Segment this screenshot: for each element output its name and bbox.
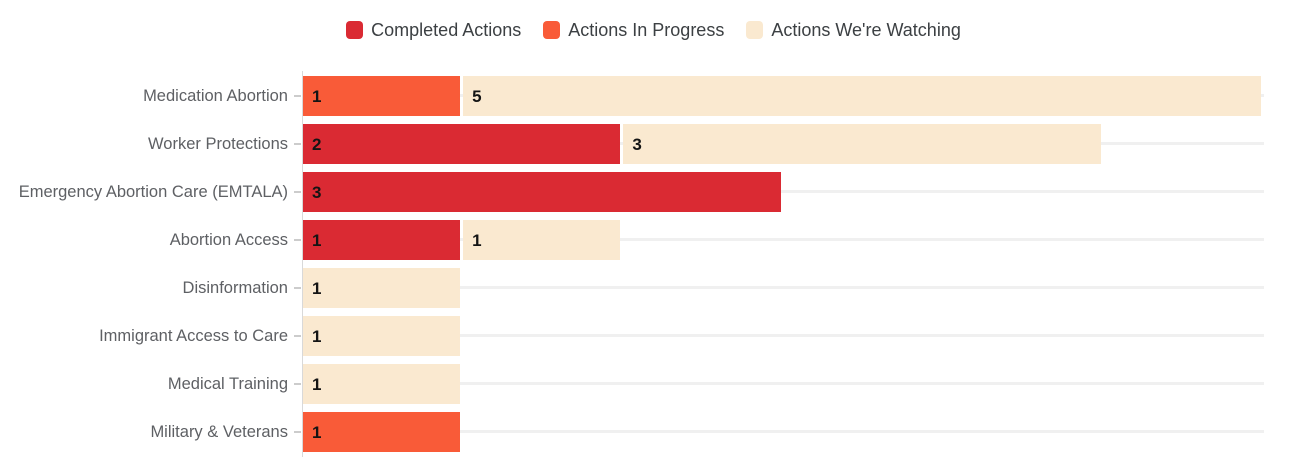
chart-row-disinformation: Disinformation 1 bbox=[0, 264, 1307, 312]
gridline bbox=[303, 334, 1264, 337]
bar-value-label: 1 bbox=[312, 374, 322, 394]
axis-tick-mark bbox=[294, 239, 301, 241]
gridline bbox=[303, 430, 1264, 433]
bar-segment-actions-we-re-watching[interactable]: 1 bbox=[303, 364, 461, 404]
bar-value-label: 3 bbox=[312, 182, 322, 202]
category-label: Emergency Abortion Care (EMTALA) bbox=[18, 183, 288, 201]
chart-row-medication-abortion: Medication Abortion 1 5 bbox=[0, 72, 1307, 120]
axis-tick-mark bbox=[294, 287, 301, 289]
axis-tick-mark bbox=[294, 335, 301, 337]
bar-segment-completed-actions[interactable]: 1 bbox=[303, 220, 461, 260]
legend-item-actions-we-re-watching: Actions We're Watching bbox=[746, 20, 961, 41]
bar-value-label: 1 bbox=[312, 326, 322, 346]
category-label: Medication Abortion bbox=[143, 87, 288, 105]
bar-value-label: 2 bbox=[312, 134, 322, 154]
legend-item-completed-actions: Completed Actions bbox=[346, 20, 521, 41]
bar-segment-actions-we-re-watching[interactable]: 3 bbox=[623, 124, 1101, 164]
bar-segment-actions-we-re-watching[interactable]: 1 bbox=[303, 268, 461, 308]
bar-segment-completed-actions[interactable]: 2 bbox=[303, 124, 621, 164]
gridline bbox=[303, 286, 1264, 289]
category-label: Disinformation bbox=[182, 279, 288, 297]
chart-row-emergency-abortion-care-emtala: Emergency Abortion Care (EMTALA) 3 bbox=[0, 168, 1307, 216]
chart-row-abortion-access: Abortion Access 1 1 bbox=[0, 216, 1307, 264]
axis-tick-mark bbox=[294, 191, 301, 193]
gridline bbox=[303, 238, 1264, 241]
category-label: Medical Training bbox=[167, 375, 288, 393]
bar-stack: 1 bbox=[303, 412, 461, 452]
legend-item-label: Actions We're Watching bbox=[771, 19, 961, 40]
legend-item-label: Completed Actions bbox=[371, 19, 522, 40]
bar-segment-actions-we-re-watching[interactable]: 1 bbox=[303, 316, 461, 356]
bar-segment-completed-actions[interactable]: 3 bbox=[303, 172, 781, 212]
category-label: Military & Veterans bbox=[150, 423, 288, 441]
chart-row-immigrant-access-to-care: Immigrant Access to Care 1 bbox=[0, 312, 1307, 360]
axis-tick-mark bbox=[294, 431, 301, 433]
bar-value-label: 1 bbox=[312, 230, 322, 250]
bar-segment-actions-in-progress[interactable]: 1 bbox=[303, 76, 461, 116]
legend-item-actions-in-progress: Actions In Progress bbox=[543, 20, 724, 41]
bar-segment-actions-we-re-watching[interactable]: 1 bbox=[463, 220, 621, 260]
chart-row-military-veterans: Military & Veterans 1 bbox=[0, 408, 1307, 456]
category-label: Worker Protections bbox=[148, 135, 288, 153]
category-label: Immigrant Access to Care bbox=[99, 327, 288, 345]
bar-value-label: 1 bbox=[312, 422, 322, 442]
chart-legend: Completed Actions Actions In Progress Acti… bbox=[0, 14, 1307, 46]
gridline bbox=[303, 190, 1264, 193]
bar-value-label: 5 bbox=[472, 86, 482, 106]
legend-swatch-icon bbox=[346, 21, 364, 39]
category-label: Abortion Access bbox=[169, 231, 288, 249]
bar-segment-actions-we-re-watching[interactable]: 5 bbox=[463, 76, 1261, 116]
bar-stack: 1 bbox=[303, 316, 461, 356]
bar-value-label: 1 bbox=[312, 86, 322, 106]
legend-swatch-icon bbox=[543, 21, 561, 39]
chart-row-worker-protections: Worker Protections 2 3 bbox=[0, 120, 1307, 168]
legend-item-label: Actions In Progress bbox=[568, 19, 725, 40]
bar-value-label: 3 bbox=[632, 134, 642, 154]
bar-value-label: 1 bbox=[312, 278, 322, 298]
bar-segment-actions-in-progress[interactable]: 1 bbox=[303, 412, 461, 452]
axis-tick-mark bbox=[294, 143, 301, 145]
gridline bbox=[303, 382, 1264, 385]
axis-tick-mark bbox=[294, 383, 301, 385]
legend-swatch-icon bbox=[746, 21, 764, 39]
chart-row-medical-training: Medical Training 1 bbox=[0, 360, 1307, 408]
bar-value-label: 1 bbox=[472, 230, 482, 250]
bar-stack: 1 bbox=[303, 364, 461, 404]
bar-stack: 3 bbox=[303, 172, 781, 212]
axis-tick-mark bbox=[294, 95, 301, 97]
y-axis-line bbox=[302, 71, 303, 457]
bar-stack: 1 bbox=[303, 268, 461, 308]
